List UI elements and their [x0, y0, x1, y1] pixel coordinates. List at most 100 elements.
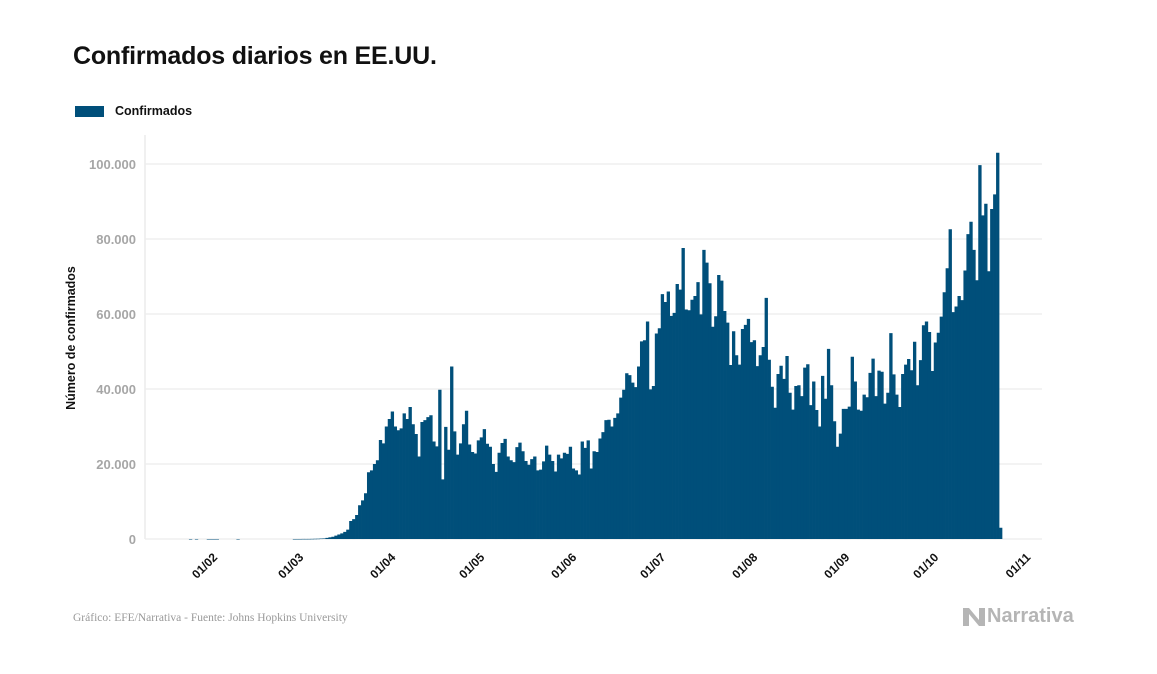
- bar: [488, 446, 492, 539]
- bar: [942, 292, 946, 539]
- bar: [889, 333, 893, 540]
- bar: [838, 433, 843, 540]
- bar: [550, 461, 555, 539]
- x-tick-label: 01/03: [275, 550, 306, 581]
- bar: [628, 375, 632, 540]
- bar: [613, 417, 617, 540]
- bar: [924, 321, 929, 539]
- bar: [761, 347, 765, 539]
- bar: [637, 366, 641, 539]
- bar: [292, 538, 297, 540]
- bar: [470, 452, 475, 539]
- bar: [714, 316, 718, 539]
- bar: [378, 440, 383, 539]
- bar: [518, 442, 522, 540]
- bar: [491, 464, 495, 539]
- bar: [654, 333, 659, 539]
- x-axis-ticks: 01/02 01/03 01/04 01/05 01/06 01/07 01/08 01/09…: [189, 550, 1033, 581]
- bar: [678, 289, 682, 540]
- bar: [438, 389, 442, 539]
- bar: [663, 302, 668, 539]
- bar: [476, 440, 481, 540]
- y-tick-label: 80.000: [96, 232, 136, 247]
- bar: [726, 322, 730, 540]
- bar: [856, 409, 860, 540]
- bar: [322, 538, 326, 539]
- bar: [390, 411, 395, 539]
- bar: [212, 539, 216, 540]
- bar: [963, 270, 967, 539]
- y-tick-label: 60.000: [96, 307, 136, 322]
- bar: [467, 444, 472, 539]
- bar: [895, 394, 899, 540]
- bar: [571, 468, 576, 539]
- bar: [737, 364, 742, 540]
- bar: [539, 469, 543, 540]
- bar: [396, 430, 400, 539]
- bar: [859, 410, 863, 539]
- bar: [494, 471, 498, 540]
- bar: [405, 419, 409, 539]
- bar: [325, 537, 329, 540]
- bar: [826, 348, 831, 540]
- bar: [506, 456, 510, 539]
- bar: [485, 443, 489, 539]
- bar: [954, 306, 958, 539]
- bar: [960, 300, 964, 540]
- bar: [482, 429, 487, 540]
- bar: [562, 452, 567, 539]
- bar: [577, 474, 581, 539]
- bar: [310, 538, 314, 540]
- bar: [729, 365, 733, 539]
- bar: [375, 460, 380, 539]
- bar: [206, 539, 211, 540]
- bars: [188, 152, 1003, 540]
- bar: [972, 249, 976, 540]
- bar: [669, 315, 673, 540]
- bar: [847, 406, 852, 540]
- y-tick-label: 20.000: [96, 457, 136, 472]
- narrativa-logo: Narrativa: [963, 605, 1074, 628]
- bar: [432, 441, 436, 539]
- bar: [850, 356, 854, 539]
- bar: [708, 283, 712, 539]
- bar: [912, 341, 917, 539]
- bar: [717, 275, 721, 539]
- bar: [458, 443, 463, 540]
- bar: [853, 381, 857, 539]
- bar: [829, 385, 834, 539]
- bar: [865, 397, 869, 539]
- x-tick-label: 01/04: [367, 550, 398, 581]
- y-tick-label: 40.000: [96, 382, 136, 397]
- bar: [509, 460, 513, 539]
- bar: [734, 355, 739, 539]
- bar: [298, 538, 303, 540]
- bar: [399, 428, 403, 540]
- bar: [645, 321, 650, 539]
- bar: [779, 365, 783, 539]
- bar: [746, 318, 751, 540]
- bar: [770, 386, 774, 539]
- source-credit: Gráfico: EFE/Narrativa - Fuente: Johns H…: [73, 612, 348, 624]
- bar: [723, 311, 727, 539]
- bar: [731, 331, 736, 539]
- bar: [767, 359, 771, 539]
- bar: [559, 458, 564, 540]
- bar: [381, 443, 386, 540]
- bar: [642, 340, 647, 539]
- bar: [752, 340, 757, 539]
- bar: [684, 309, 688, 539]
- bar: [622, 389, 626, 539]
- bar: [631, 382, 635, 540]
- bar: [957, 296, 961, 539]
- bar: [473, 453, 478, 539]
- bar: [343, 531, 347, 540]
- bar: [361, 500, 365, 540]
- bar: [358, 505, 362, 539]
- bar: [447, 449, 451, 539]
- bar: [411, 424, 415, 539]
- bar: [877, 370, 881, 540]
- bar: [987, 271, 991, 539]
- bar: [450, 366, 454, 539]
- bar: [194, 538, 199, 540]
